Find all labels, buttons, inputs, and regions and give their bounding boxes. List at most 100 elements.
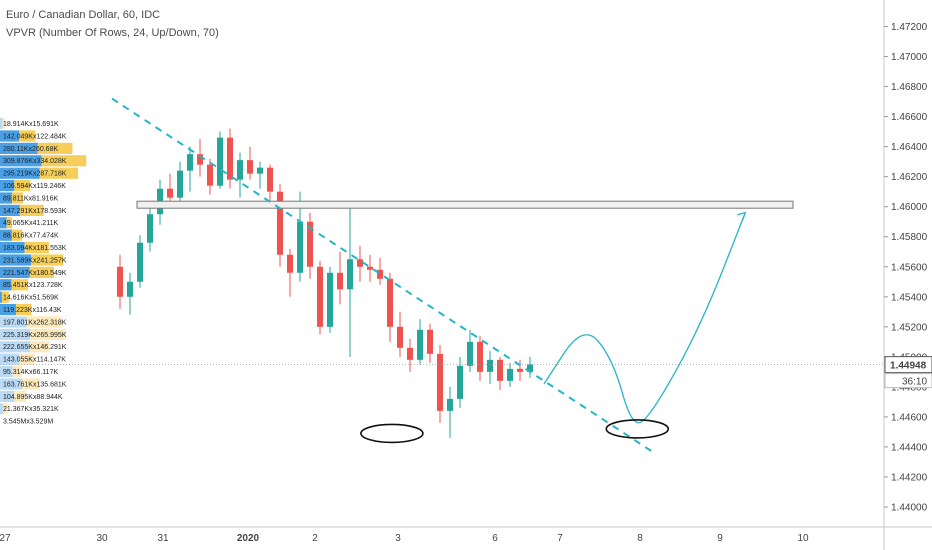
candle (147, 206, 153, 252)
volume-profile-row: 280.11Kx260.68K (0, 142, 73, 154)
volume-profile-row: 221.547Kx180.549K (0, 266, 67, 278)
vp-row-label: 95.314Kx66.117K (3, 369, 58, 376)
vp-up-bar (0, 254, 32, 266)
candle (517, 359, 523, 381)
vp-row-label: 104.895Kx88.944K (3, 394, 63, 401)
candle (337, 251, 343, 305)
vp-row-label: 119.223Kx116.43K (3, 307, 62, 314)
time-tick-label: 2 (312, 533, 318, 544)
candle-body (387, 278, 393, 327)
vp-down-bar (2, 118, 5, 130)
resistance-zone-rectangle[interactable] (136, 200, 794, 209)
candle-body (167, 188, 173, 198)
candle-body (447, 398, 453, 411)
time-tick-label: 31 (157, 533, 169, 544)
volume-profile-row: 18.914Kx15.691K (0, 118, 59, 130)
price-tick-label: 1.44400 (891, 442, 928, 453)
time-tick-label: 27 (0, 533, 11, 544)
candle (177, 161, 183, 204)
vp-down-bar (11, 229, 23, 241)
candle-body (147, 214, 153, 243)
price-tick-label: 1.46400 (891, 142, 928, 153)
vp-up-bar (0, 180, 15, 192)
candle (347, 202, 353, 357)
vp-down-bar (29, 266, 54, 278)
descending-trendline[interactable] (111, 97, 653, 453)
volume-profile-row: 21.367Kx35.321K (0, 403, 59, 415)
time-tick-label: 6 (492, 533, 498, 544)
price-tick-label: 1.46600 (891, 112, 928, 123)
vp-row-label: 3.545Mx3.529M (3, 419, 53, 426)
projected-path-curve[interactable] (543, 212, 746, 424)
highlight-ellipse[interactable] (605, 419, 670, 439)
vp-down-bar (37, 142, 73, 154)
price-tick-label: 1.45400 (891, 292, 928, 303)
candle-body (407, 347, 413, 360)
vp-down-bar (41, 155, 87, 167)
vp-row-label: 142.049Kx122.484K (3, 133, 67, 140)
vp-up-bar (0, 142, 38, 154)
candle (137, 235, 143, 288)
volume-profile-row: 95.314Kx66.117K (0, 366, 58, 378)
vp-row-label: 197.801Kx262.318K (3, 319, 67, 326)
bar-countdown-label: 36:10 (902, 377, 927, 388)
volume-profile: 18.914Kx15.691K 142.049Kx122.484K 280.11Kx… (0, 118, 87, 426)
vp-row-label: 21.367Kx35.321K (3, 406, 59, 413)
vp-up-bar (0, 192, 13, 204)
volume-profile-row: 85.451Kx123.728K (0, 279, 63, 291)
volume-profile-row: 89.811Kx81.916K (0, 192, 58, 204)
vp-down-bar (19, 204, 44, 216)
vp-up-bar (0, 155, 42, 167)
highlight-ellipse[interactable] (360, 423, 424, 444)
candle-body (287, 254, 293, 273)
price-tick-label: 1.47000 (891, 52, 928, 63)
vp-up-bar (0, 167, 40, 179)
candle (467, 329, 473, 372)
vp-down-bar (19, 130, 36, 142)
candle (117, 254, 123, 309)
indicator-legend[interactable]: VPVR (Number Of Rows, 24, Up/Down, 70) (6, 27, 219, 39)
volume-profile-row: 3.545Mx3.529M (3, 419, 53, 426)
vp-down-bar (12, 366, 22, 378)
candle-body (437, 353, 443, 411)
candle-body (277, 191, 283, 255)
candle-body (197, 154, 203, 165)
volume-profile-row: 88.816Kx77.474K (0, 229, 59, 241)
vp-row-label: 309.876Kx334.028K (3, 158, 67, 165)
candle-body (177, 170, 183, 198)
candle (267, 164, 273, 201)
vp-down-bar (1, 291, 9, 303)
volume-profile-row: 231.589Kx241.257K (0, 254, 67, 266)
price-tick-label: 1.44000 (891, 502, 928, 513)
vp-down-bar (30, 328, 66, 340)
vp-up-bar (0, 390, 15, 402)
price-axis[interactable]: 1.47200 1.47000 1.46800 1.46600 1.46400 1.462… (883, 0, 932, 550)
candle-body (137, 242, 143, 282)
time-tick-label: 30 (96, 533, 108, 544)
drawings-layer[interactable] (0, 97, 884, 453)
candle-body (377, 269, 383, 279)
candle-body (357, 259, 363, 267)
candle-body (217, 137, 223, 186)
price-tick-label: 1.46200 (891, 172, 928, 183)
vp-row-label: 221.547Kx180.549K (3, 270, 67, 277)
candle (457, 356, 463, 408)
candle-body (117, 266, 123, 297)
volume-profile-row: 119.223Kx116.43K (0, 304, 62, 316)
volume-profile-row: 295.219Kx287.718K (0, 167, 79, 179)
volume-profile-row: 183.094Kx181.553K (0, 242, 67, 254)
vp-row-label: 18.914Kx15.691K (3, 121, 59, 128)
candle-body (397, 326, 403, 348)
candle (357, 245, 363, 282)
candle-body (267, 167, 273, 192)
chart-symbol-title: Euro / Canadian Dollar, 60, IDC (6, 9, 161, 21)
volume-profile-row: 163.761Kx135.681K (0, 378, 67, 390)
time-axis[interactable]: 27 30 31 2020 2 3 6 7 8 9 10 (0, 526, 932, 544)
vp-down-bar (21, 378, 41, 390)
vp-up-bar (0, 304, 16, 316)
candle (477, 335, 483, 381)
current-price-label-box (884, 356, 932, 374)
candle (187, 146, 193, 192)
candle-body (247, 160, 253, 174)
